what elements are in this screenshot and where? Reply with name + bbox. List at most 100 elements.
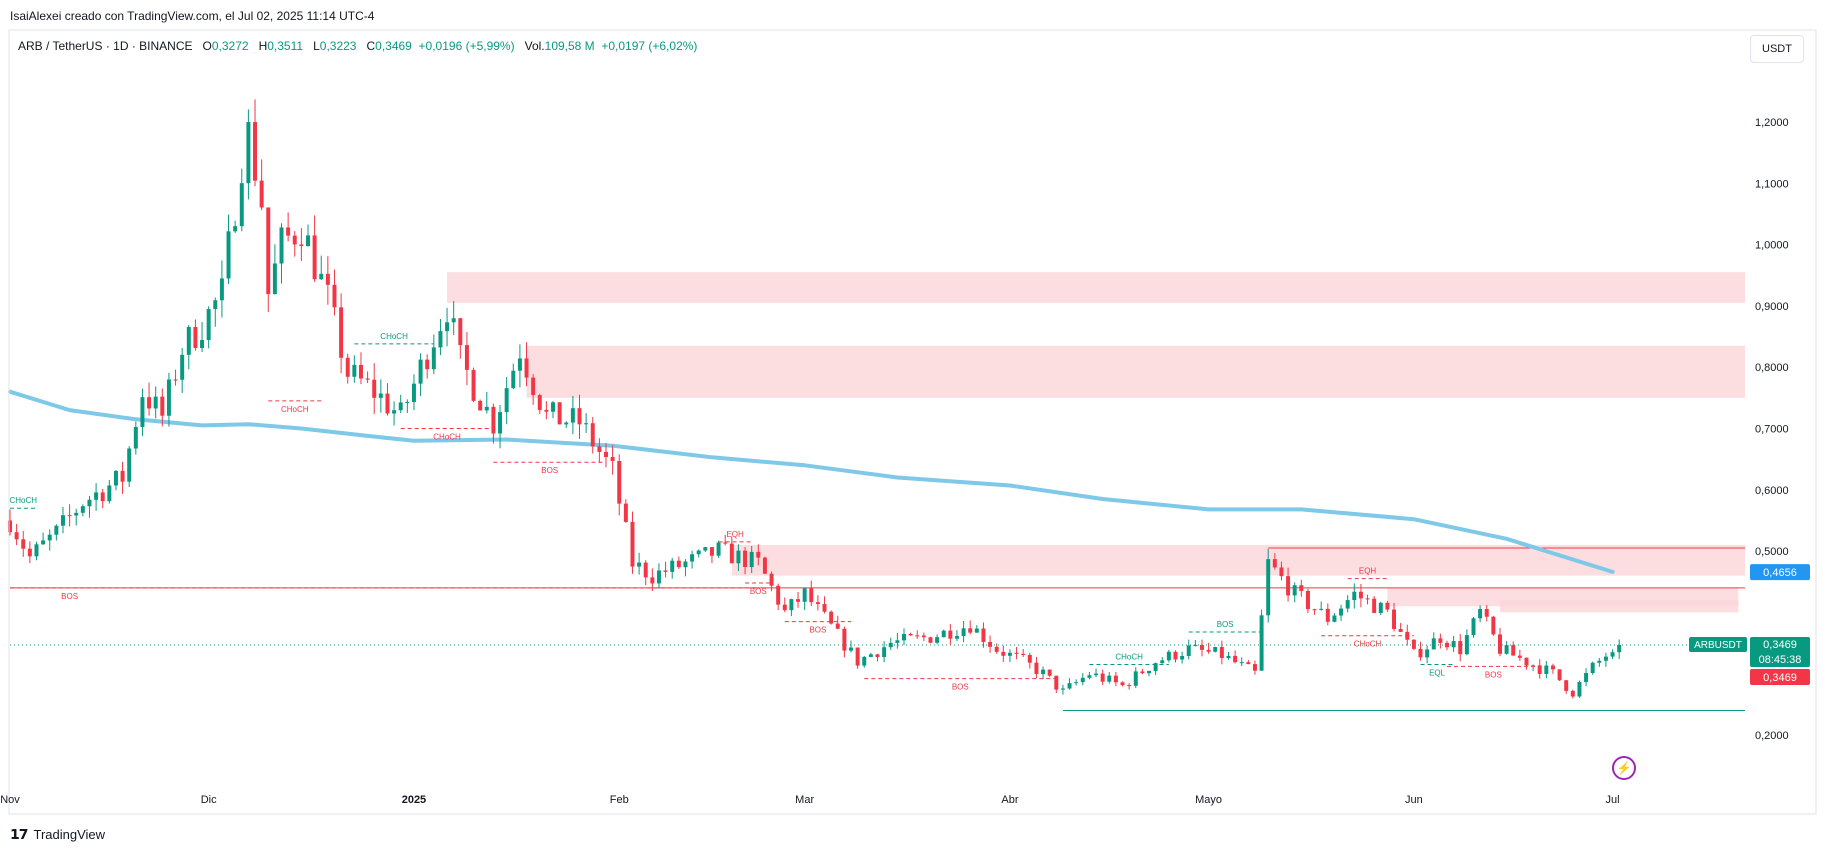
last-price-tag (1750, 636, 1810, 667)
candle-body (1392, 609, 1397, 630)
moving-average-line (8, 389, 1615, 574)
price-tag-value: 0,4656 (1763, 567, 1797, 579)
candle-body (1557, 669, 1562, 681)
price-tag (1750, 668, 1810, 685)
candle-body (398, 402, 403, 411)
candle-body (1451, 641, 1456, 648)
candle-body (1603, 656, 1608, 661)
candle-body (1180, 655, 1185, 660)
x-tick-label: Jul (1606, 794, 1620, 806)
candle-body (968, 628, 973, 633)
candle-body (736, 550, 741, 564)
candle-body (1100, 673, 1105, 682)
candle-body (537, 395, 542, 410)
candle-body (14, 532, 19, 540)
candle-body (1021, 653, 1026, 655)
candle-body (60, 515, 65, 526)
candle-body (292, 235, 297, 245)
candle-body (1438, 638, 1443, 643)
candle-body (524, 358, 529, 378)
candle-body (1272, 559, 1277, 568)
candle-body (405, 402, 410, 404)
candle-body (1239, 662, 1244, 664)
candle-body (259, 180, 264, 208)
legend-high-value: 0,3511 (267, 39, 304, 53)
candle-body (1259, 615, 1264, 671)
candle-body (365, 378, 370, 380)
supply-zone (1499, 600, 1739, 613)
candle-body (120, 470, 125, 482)
candle-body (590, 423, 595, 447)
candle-body (716, 542, 721, 556)
tradingview-logo-icon: 𝟭𝟳 (10, 826, 29, 842)
candle-body (47, 534, 52, 541)
candle-body (438, 331, 443, 348)
candle-body (1491, 616, 1496, 635)
candle-body (835, 623, 840, 629)
candle-body (1041, 669, 1046, 675)
currency-button-label: USDT (1762, 43, 1792, 55)
lightning-button[interactable]: ⚡ (1612, 756, 1636, 780)
candle-body (378, 393, 383, 398)
symbol-tag (1689, 636, 1747, 652)
candle-body (113, 470, 118, 486)
candle-body (504, 388, 509, 413)
legend-volume-change: +0,0197 (+6,02%) (601, 39, 698, 53)
candle-body (683, 561, 688, 568)
candle-body (166, 379, 171, 416)
legend-volume-label: Vol. (524, 39, 545, 53)
candle-body (1584, 672, 1589, 683)
candle-body (1372, 598, 1377, 613)
candle-body (1544, 665, 1549, 674)
candle-body (868, 654, 873, 657)
candle-body (200, 340, 205, 348)
candle-body (1193, 645, 1198, 647)
legend-change: +0,0196 (+5,99%) (418, 39, 515, 53)
candle-body (471, 369, 476, 401)
candle-body (498, 412, 503, 434)
price-tag (1750, 564, 1810, 581)
currency-button[interactable]: USDT (1750, 35, 1804, 63)
candle-body (974, 628, 979, 633)
brand-footer[interactable]: 𝟭𝟳 TradingView (10, 826, 105, 843)
x-tick-label: Mar (795, 794, 814, 806)
y-tick-label: 0,9000 (1755, 301, 1789, 313)
candle-body (372, 379, 377, 398)
candle-body (723, 542, 728, 544)
candle-body (855, 647, 860, 666)
candle-body (1564, 680, 1569, 691)
candle-body (27, 548, 32, 557)
candle-body (1153, 663, 1158, 671)
candle-body (511, 370, 516, 389)
candle-body (1054, 675, 1059, 690)
candle-body (1292, 585, 1297, 596)
candle-body (153, 396, 158, 409)
candle-body (1352, 591, 1357, 601)
candle-body (266, 207, 271, 295)
candle-body (127, 448, 132, 482)
candle-body (21, 539, 26, 549)
structure-label: EQH (726, 530, 744, 539)
candle-body (1478, 609, 1483, 619)
chart-caption: IsaiAlexei creado con TradingView.com, e… (10, 9, 375, 23)
x-tick-label: Abr (1001, 794, 1018, 806)
candle-body (80, 506, 85, 513)
candle-body (961, 628, 966, 637)
candle-body (1001, 651, 1006, 656)
candle-body (1418, 648, 1423, 658)
candle-body (921, 635, 926, 638)
candle-body (1325, 608, 1330, 622)
candle-body (1246, 662, 1251, 665)
candle-body (902, 634, 906, 641)
candle-body (1094, 673, 1099, 676)
candle-body (484, 406, 489, 411)
candle-body (1339, 608, 1344, 616)
candle-body (1206, 649, 1211, 652)
candle-body (610, 457, 615, 462)
candle-body (339, 307, 344, 358)
legend-symbol[interactable]: ARB / TetherUS · 1D · BINANCE (18, 39, 193, 53)
x-tick-label: Mayo (1195, 794, 1222, 806)
y-tick-label: 1,2000 (1755, 117, 1789, 129)
candle-body (246, 122, 251, 184)
